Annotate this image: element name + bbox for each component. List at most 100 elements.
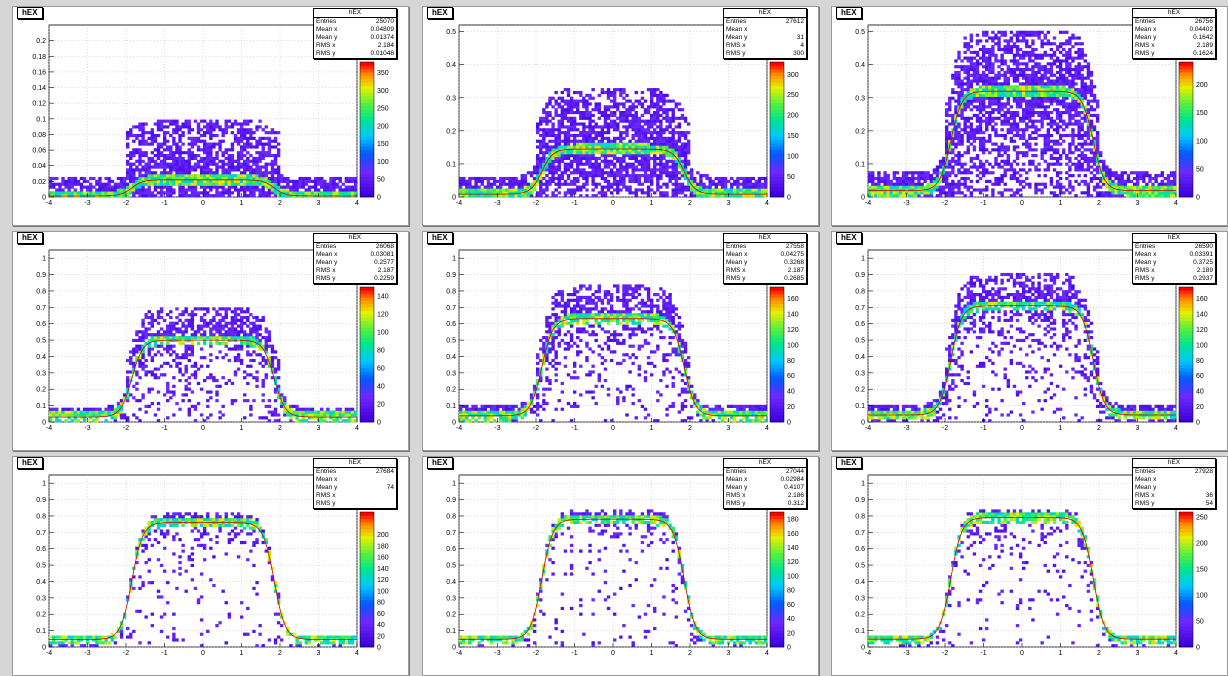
stats-value: 0.312 [787,500,804,507]
color-scale-segment [360,572,374,577]
stats-title: hEX [314,234,396,243]
y-tick-label: 1 [861,481,865,488]
color-scale-segment [770,623,784,628]
profile-line [49,522,357,640]
y-tick-label: 0.2 [36,387,46,394]
color-scale-segment [770,569,784,574]
x-tick-label: -2 [942,650,948,657]
color-scale-segment [1179,314,1193,318]
color-scale-segment [770,579,784,584]
color-scale-segment [360,354,374,359]
stats-row: RMS y 54 [1133,500,1215,508]
color-scale-segment [1179,579,1193,584]
color-scale-segment [770,290,784,295]
color-scale-segment [770,515,784,520]
color-scale-segment [1179,163,1193,168]
x-tick-label: 0 [201,200,205,207]
color-scale-segment [1179,193,1193,198]
stats-title: hEX [314,9,396,18]
color-scale-label: 40 [377,622,385,629]
x-tick-label: 3 [1136,650,1140,657]
color-scale-label: 80 [377,600,385,607]
histogram-plot: -4 -3 -2 -1 0 1 2 3 4 0 0.1 0.2 0.3 0.4 0.5 0 50 100 150 20… [855,24,1208,207]
x-tick-label: -2 [533,650,539,657]
color-scale-segment [360,643,374,648]
color-scale-segment [770,180,784,184]
color-scale-segment [770,62,784,66]
color-scale-segment [1179,129,1193,134]
x-tick-label: 4 [1174,650,1178,657]
stats-label: Mean y [726,34,748,41]
color-scale-segment [1179,395,1193,399]
color-scale-segment [1179,156,1193,161]
stats-label: Mean x [1135,251,1157,258]
y-tick-label: 0.1 [36,403,46,410]
color-scale-label: 120 [787,559,799,566]
color-scale-segment [360,378,374,382]
color-scale-segment [770,317,784,322]
color-scale-segment [770,149,784,154]
color-scale-segment [360,95,374,100]
stats-value: 25070 [375,18,394,25]
color-scale-segment [1179,518,1193,523]
x-tick-label: -1 [571,200,577,207]
y-tick-label: 0.9 [36,272,46,279]
color-scale-label: 160 [1196,296,1208,303]
stats-row: Mean y 0.01374 [314,34,396,42]
color-scale-segment [1179,613,1193,618]
stats-value: 4 [800,42,804,49]
profile-line [49,179,357,197]
color-scale-label: 180 [787,517,799,524]
color-scale-segment [360,609,374,614]
color-scale-segment [360,68,374,73]
stats-row: Mean y 0.4107 [724,484,806,492]
color-scale-segment [770,384,784,389]
color-scale-segment [360,180,374,184]
color-scale-segment [1179,552,1193,557]
color-scale-segment [1179,334,1193,339]
color-scale-segment [770,95,784,100]
stats-value: 26756 [1194,18,1213,25]
color-scale-label: 60 [787,373,795,380]
color-scale-segment [1179,149,1193,154]
color-scale-segment [1179,287,1193,291]
x-tick-label: 1 [240,425,244,432]
color-scale-segment [360,317,374,322]
stats-value: 0.04275 [780,251,805,258]
color-scale-label: 20 [1196,404,1204,411]
color-scale-segment [360,330,374,335]
color-scale-segment [1179,620,1193,624]
color-scale-segment [770,99,784,103]
color-scale-segment [1179,297,1193,301]
y-tick-label: 0.2 [855,612,865,619]
color-scale-segment [360,415,374,420]
color-scale-segment [770,633,784,638]
color-scale-label: 200 [377,532,389,539]
color-scale-segment [1179,532,1193,537]
x-tick-label: 1 [1059,200,1063,207]
y-tick-label: 0.1 [446,403,456,410]
stats-label: Mean y [1135,484,1157,491]
color-scale-segment [770,159,784,164]
color-scale-segment [770,599,784,604]
color-scale-segment [770,109,784,114]
histogram-plot: -4 -3 -2 -1 0 1 2 3 4 0 0.1 0.2 0.3 0.4 0.5 0 50 100 150 20… [446,24,799,207]
color-scale-segment [360,559,374,564]
x-tick-label: 3 [727,650,731,657]
color-scale-segment [360,190,374,195]
stats-row: RMS x 4 [724,42,806,50]
stats-label: RMS y [1135,275,1155,282]
profile-line [868,90,1176,191]
stats-value: 2.189 [1196,42,1213,49]
color-scale-label: 40 [787,616,795,623]
stats-label: Entries [726,468,747,475]
y-tick-label: 0.4 [36,354,46,361]
color-scale-label: 100 [377,588,389,595]
color-scale-segment [1179,368,1193,372]
histogram-pad-2: -4 -3 -2 -1 0 1 2 3 4 0 0.1 0.2 0.3 0.4 0.5 0 50 100 150 20… [422,6,819,226]
y-tick-label: 0 [452,645,456,652]
plot-frame [458,474,768,648]
color-scale-segment [770,528,784,533]
x-tick-label: -3 [84,650,90,657]
